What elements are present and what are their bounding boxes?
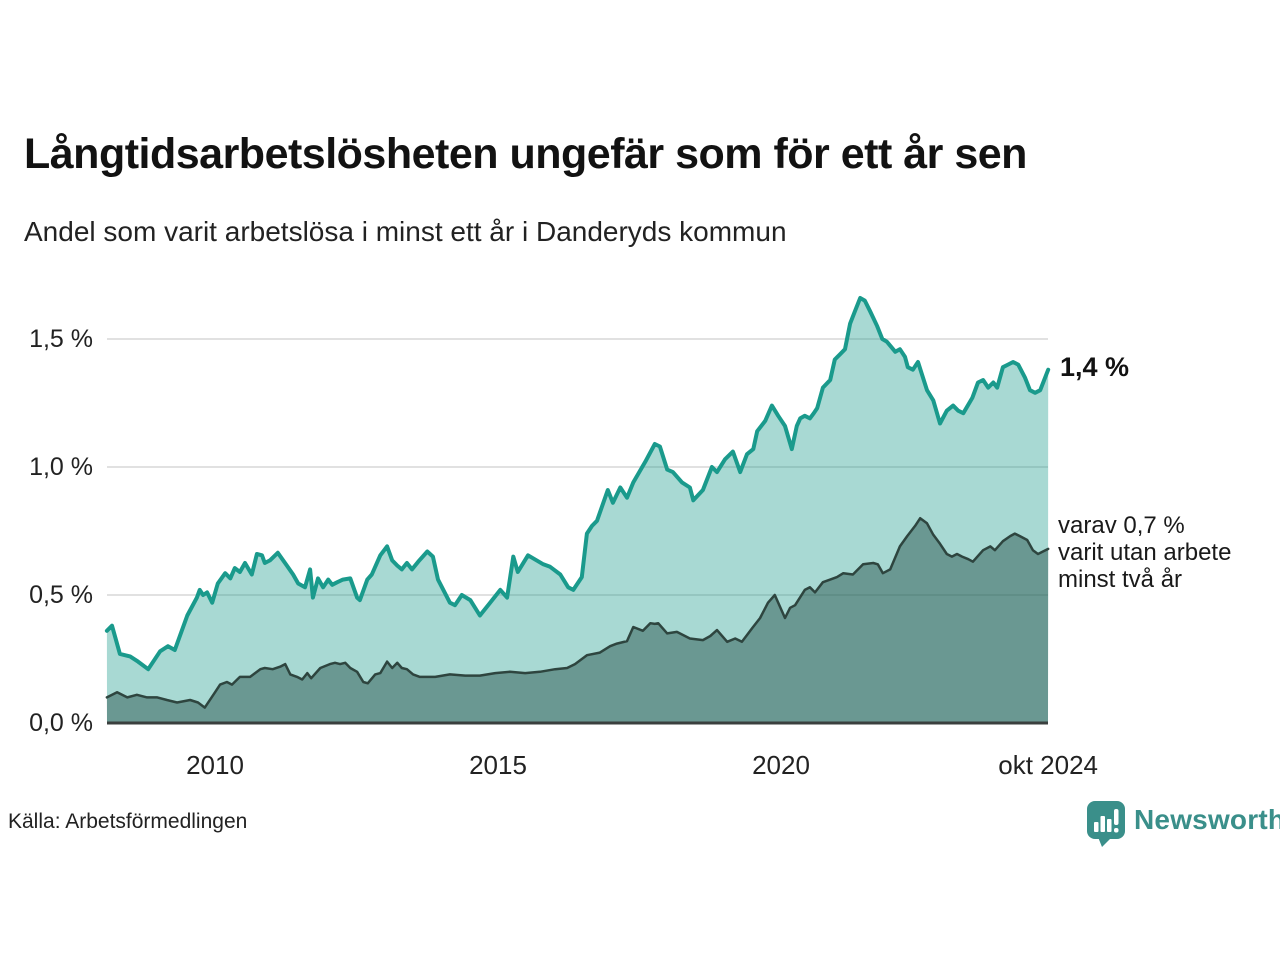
page-subtitle: Andel som varit arbetslösa i minst ett å… (24, 216, 787, 247)
page-title: Långtidsarbetslösheten ungefär som för e… (24, 130, 1027, 178)
x-tick-label: 2015 (469, 750, 527, 780)
series-total-end-label: 1,4 % (1060, 352, 1130, 382)
x-tick-label: 2010 (186, 750, 244, 780)
area-unemployed-one-year (106, 298, 1049, 723)
y-tick-label: 1,5 % (29, 325, 93, 353)
area-unemployed-two-years (106, 518, 1049, 723)
line-unemployed-two-years (105, 516, 1050, 709)
x-tick-label: okt 2024 (998, 750, 1099, 780)
x-tick-label: 2020 (752, 750, 810, 780)
line-unemployed-one-year (104, 296, 1051, 672)
series-two-year-end-label: varav 0,7 % varit utan arbete minst två … (1058, 512, 1232, 593)
y-tick-label: 1,0 % (29, 453, 93, 481)
newsworthy-brand: Newsworthy (1087, 801, 1280, 847)
newsworthy-wordmark: Newsworthy (1134, 804, 1280, 835)
y-tick-label: 0,0 % (29, 709, 93, 737)
y-tick-label: 0,5 % (29, 581, 93, 609)
newsworthy-bar-chart-bubble-icon (1087, 801, 1125, 847)
source-credit: Källa: Arbetsförmedlingen (8, 810, 248, 833)
